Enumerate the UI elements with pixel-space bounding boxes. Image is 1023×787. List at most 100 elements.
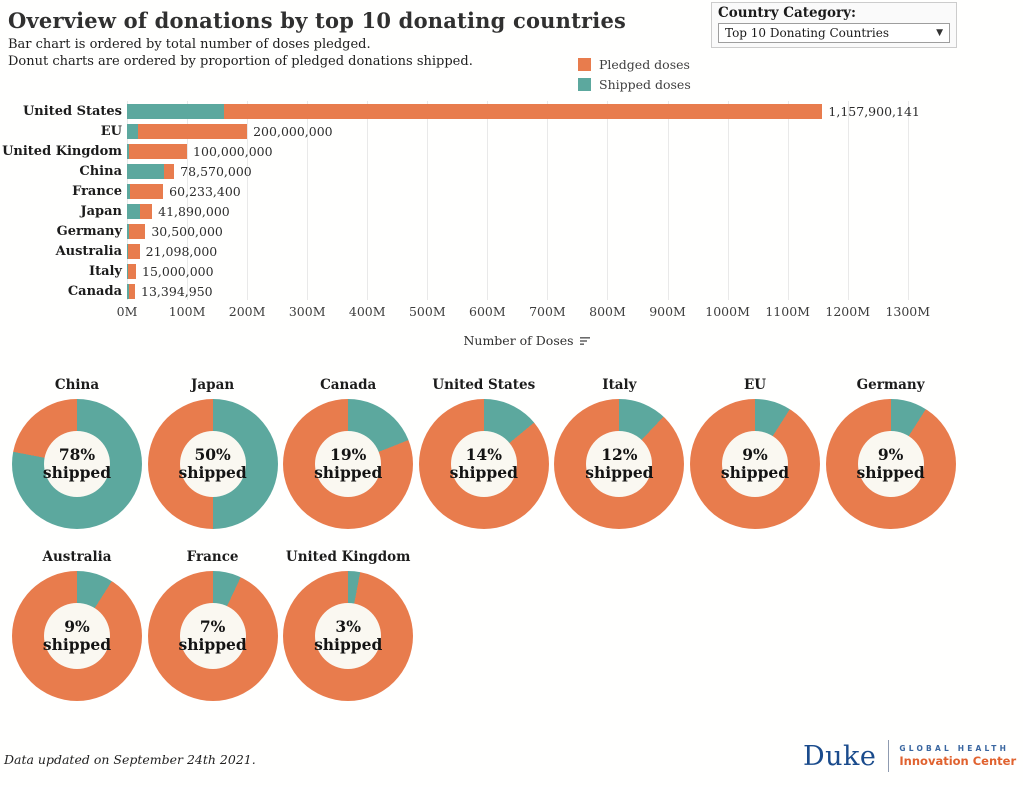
donut-percent-label: 9% [877, 445, 904, 465]
bar-chart: United States EU United Kingdom China France… [0, 101, 1010, 349]
donut-ring: 9% shipped [825, 399, 956, 529]
legend-item-label: Shipped doses [599, 76, 691, 92]
gridline-1200M [847, 101, 849, 300]
donut-title: United States [432, 377, 536, 393]
legend-swatch-icon [578, 57, 591, 71]
donut-percent-label: 9% [64, 617, 90, 637]
page-subtitle: Bar chart is ordered by total number of … [8, 37, 473, 71]
country-category-dropdown[interactable]: Top 10 Donating Countries ▼ [718, 23, 950, 43]
donut-shipped-label: shipped [720, 463, 790, 482]
donut-ring: 19% shipped [283, 399, 414, 529]
dropdown-selected-value: Top 10 Donating Countries [725, 26, 890, 40]
x-tick-100M: 100M [168, 304, 206, 319]
gridline-500M [427, 101, 429, 300]
logo-divider [888, 740, 890, 772]
donut-france: France 7% shipped [145, 549, 281, 701]
donut-percent-label: 3% [335, 617, 361, 637]
gridline-800M [607, 101, 609, 300]
donut-center: 50% shipped [178, 431, 247, 497]
bar-row [127, 224, 146, 239]
bar-value-label: 60,233,400 [169, 184, 241, 199]
bar-row-label: Australia [55, 244, 122, 259]
bar-row [127, 204, 153, 219]
x-tick-1300M: 1300M [885, 304, 931, 319]
gridline-1000M [727, 101, 729, 300]
donut-shipped-label: shipped [42, 635, 112, 654]
donut-australia: Australia 9% shipped [9, 549, 145, 701]
bar-value-label: 13,394,950 [141, 284, 213, 299]
gridline-900M [667, 101, 669, 300]
country-category-filter: Country Category: Top 10 Donating Countr… [711, 2, 957, 48]
gridline-1300M [907, 101, 909, 300]
legend: Pledged doses Shipped doses [578, 54, 691, 94]
donut-center: 19% shipped [314, 431, 382, 497]
bar-chart-country-labels: United States EU United Kingdom China France… [0, 101, 122, 301]
x-tick-200M: 200M [228, 304, 266, 319]
bar-shipped-segment [127, 164, 164, 179]
legend-item-0: Pledged doses [578, 54, 691, 74]
bar-value-label: 21,098,000 [145, 244, 218, 259]
x-tick-700M: 700M [529, 304, 566, 319]
gridline-600M [487, 101, 489, 300]
x-tick-300M: 300M [288, 304, 326, 319]
gridline-400M [367, 101, 369, 300]
donut-ring: 7% shipped [147, 571, 278, 701]
x-tick-800M: 800M [589, 304, 626, 319]
duke-wordmark: Duke [803, 740, 877, 772]
filter-label: Country Category: [718, 5, 856, 21]
bar-shipped-segment [127, 104, 225, 119]
donut-percent-label: 50% [194, 445, 231, 465]
donut-shipped-label: shipped [449, 463, 518, 482]
gridline-100M [187, 101, 189, 300]
bar-row-label: Germany [56, 224, 122, 239]
donut-ring: 9% shipped [12, 571, 142, 701]
donut-japan: Japan 50% shipped [145, 377, 281, 529]
bar-shipped-segment [127, 184, 130, 199]
donut-united-states: United States 14% shipped [416, 377, 552, 529]
bar-row [127, 144, 188, 159]
donut-title: Japan [191, 377, 235, 393]
sort-icon[interactable] [579, 334, 591, 349]
donut-percent-label: 9% [742, 445, 768, 465]
bar-value-label: 100,000,000 [193, 144, 273, 159]
bar-row-label: Japan [80, 204, 122, 219]
bar-row [127, 244, 140, 259]
donut-center: 9% shipped [856, 431, 925, 497]
bar-row [127, 164, 175, 179]
donut-united-kingdom: United Kingdom 3% shipped [280, 549, 416, 701]
donut-title: Germany [856, 377, 925, 393]
x-tick-500M: 500M [408, 304, 446, 319]
bar-shipped-segment [127, 144, 129, 159]
legend-item-1: Shipped doses [578, 74, 691, 94]
donut-title: France [186, 549, 239, 565]
donut-center: 12% shipped [585, 431, 654, 497]
bar-row-label: Italy [88, 264, 122, 279]
donut-title: Canada [320, 377, 377, 393]
bar-row [127, 124, 248, 139]
gridline-700M [547, 101, 549, 300]
x-tick-400M: 400M [348, 304, 386, 319]
bar-shipped-segment [127, 224, 129, 239]
donut-china: China 78% shipped [9, 377, 145, 529]
legend-item-label: Pledged doses [599, 56, 690, 72]
x-tick-0M: 0M [116, 304, 138, 319]
donut-center: 14% shipped [449, 431, 518, 497]
donut-title: Italy [602, 377, 637, 393]
donut-ring: 78% shipped [12, 399, 142, 529]
duke-logo: Duke GLOBAL HEALTH Innovation Center [803, 740, 1016, 772]
x-tick-1100M: 1100M [765, 304, 810, 319]
x-axis-title-label: Number of Doses [463, 333, 574, 348]
donut-percent-label: 19% [330, 445, 367, 465]
donut-canada: Canada 19% shipped [280, 377, 416, 529]
bar-shipped-segment [127, 244, 129, 259]
bar-row-label: United States [22, 104, 122, 119]
donut-percent-label: 12% [601, 445, 638, 465]
donut-center: 9% shipped [720, 431, 790, 497]
x-tick-1200M: 1200M [825, 304, 871, 319]
bar-row-label: United Kingdom [2, 144, 122, 159]
x-axis-title: Number of Doses [127, 333, 927, 349]
bar-row-label: Canada [67, 284, 122, 299]
subtitle-line-1: Bar chart is ordered by total number of … [8, 37, 371, 52]
bar-value-label: 15,000,000 [142, 264, 214, 279]
